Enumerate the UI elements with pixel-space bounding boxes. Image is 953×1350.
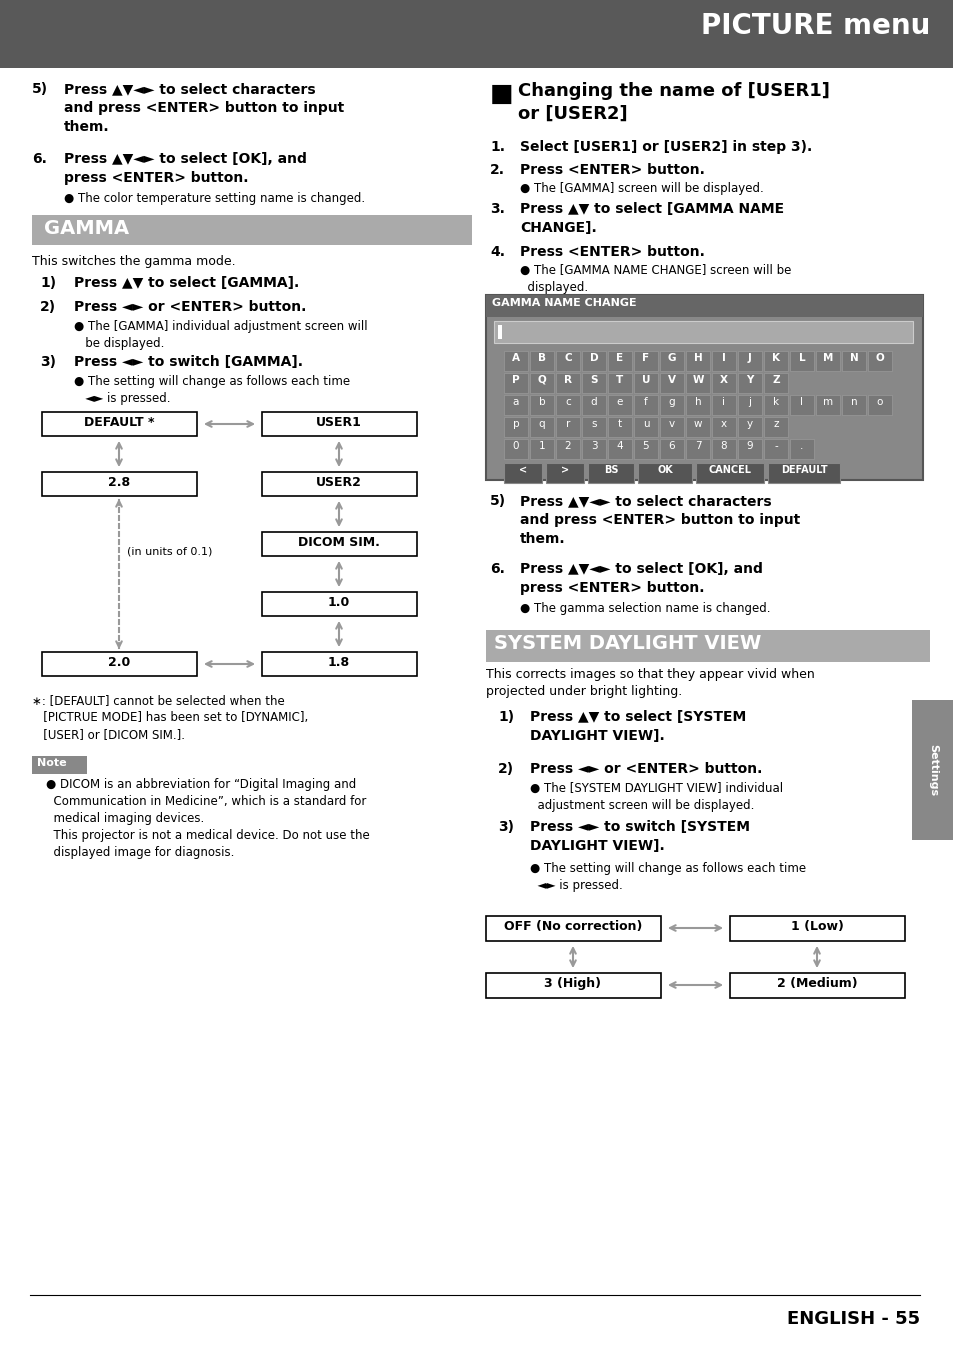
Text: .: . [800,441,802,451]
Text: 3): 3) [497,819,514,834]
Text: Press ◄► or <ENTER> button.: Press ◄► or <ENTER> button. [530,761,761,776]
Text: X: X [720,375,727,385]
Bar [634,396,658,414]
Bar [607,373,631,393]
Text: S: S [590,375,598,385]
Bar [867,396,891,414]
Text: 1): 1) [40,275,56,290]
Text: Z: Z [771,375,779,385]
Bar [763,351,787,371]
Text: 1 (Low): 1 (Low) [790,919,842,933]
Text: OFF (No correction): OFF (No correction) [503,919,641,933]
Text: r: r [565,418,570,429]
Bar [262,652,416,676]
Text: OK: OK [657,464,672,475]
Bar [634,373,658,393]
Bar [497,325,501,339]
Text: USER1: USER1 [315,416,361,429]
Text: O: O [875,352,883,363]
Bar [789,439,813,459]
Text: Changing the name of [USER1]
or [USER2]: Changing the name of [USER1] or [USER2] [517,82,829,123]
Bar [767,463,840,483]
Text: Press ▲▼ to select [GAMMA].: Press ▲▼ to select [GAMMA]. [74,275,299,290]
Bar [738,439,761,459]
Bar [42,412,196,436]
Bar [763,396,787,414]
Text: Note: Note [37,757,67,768]
Text: 2: 2 [564,441,571,451]
Text: Press ▲▼◄► to select characters
and press <ENTER> button to input
them.: Press ▲▼◄► to select characters and pres… [64,82,344,134]
Bar [607,396,631,414]
Bar [556,351,579,371]
Text: (in units of 0.1): (in units of 0.1) [127,545,213,556]
Text: Press ▲▼◄► to select characters
and press <ENTER> button to input
them.: Press ▲▼◄► to select characters and pres… [519,494,800,545]
Text: 2.0: 2.0 [108,656,130,670]
Text: 6: 6 [668,441,675,451]
Bar [485,917,660,941]
Text: Press ▲▼◄► to select [OK], and
press <ENTER> button.: Press ▲▼◄► to select [OK], and press <EN… [64,153,307,185]
Text: Press ▲▼◄► to select [OK], and
press <ENTER> button.: Press ▲▼◄► to select [OK], and press <EN… [519,562,762,595]
Bar [581,439,605,459]
Text: ● The [GAMMA NAME CHANGE] screen will be
  displayed.: ● The [GAMMA NAME CHANGE] screen will be… [519,265,791,294]
Bar [262,593,416,616]
Bar [581,417,605,437]
Text: ENGLISH - 55: ENGLISH - 55 [786,1310,919,1328]
Text: Settings: Settings [927,744,937,796]
Text: b: b [538,397,545,406]
Text: CANCEL: CANCEL [708,464,751,475]
Bar [503,417,527,437]
Text: ● The [GAMMA] screen will be displayed.: ● The [GAMMA] screen will be displayed. [519,182,763,194]
Text: W: W [692,375,703,385]
Bar [42,472,196,495]
Text: This corrects images so that they appear vivid when
projected under bright light: This corrects images so that they appear… [485,668,814,698]
Bar [503,396,527,414]
Text: n: n [850,397,857,406]
Text: ∗: [DEFAULT] cannot be selected when the
   [PICTRUE MODE] has been set to [DYNA: ∗: [DEFAULT] cannot be selected when the… [32,694,308,741]
Text: 2): 2) [497,761,514,776]
Text: DEFAULT: DEFAULT [780,464,826,475]
Bar [607,417,631,437]
Text: ● The setting will change as follows each time
  ◄► is pressed.: ● The setting will change as follows eac… [530,863,805,892]
Bar [581,351,605,371]
Bar [738,417,761,437]
Text: Press ◄► to switch [GAMMA].: Press ◄► to switch [GAMMA]. [74,355,303,369]
Bar [711,417,735,437]
Bar [659,351,683,371]
Bar [815,396,840,414]
Text: R: R [563,375,572,385]
Bar [485,973,660,998]
Text: Press <ENTER> button.: Press <ENTER> button. [519,163,704,177]
Text: s: s [591,418,597,429]
Text: V: V [667,375,676,385]
Text: B: B [537,352,545,363]
Text: GAMMA: GAMMA [44,219,129,238]
Bar [530,351,554,371]
Text: -: - [773,441,777,451]
Text: 6.: 6. [490,562,504,576]
Text: j: j [748,397,751,406]
Bar [503,373,527,393]
Bar [763,417,787,437]
Text: Press <ENTER> button.: Press <ENTER> button. [519,244,704,259]
Text: 0: 0 [512,441,518,451]
Bar [738,396,761,414]
Text: H: H [693,352,701,363]
Text: 3: 3 [590,441,597,451]
Bar [503,351,527,371]
Bar [634,417,658,437]
Text: ● The gamma selection name is changed.: ● The gamma selection name is changed. [519,602,770,616]
Text: 3.: 3. [490,202,504,216]
Bar [729,917,904,941]
Bar [685,373,709,393]
Text: l: l [800,397,802,406]
Text: DICOM SIM.: DICOM SIM. [297,536,379,549]
Text: ● DICOM is an abbreviation for “Digital Imaging and
  Communication in Medicine”: ● DICOM is an abbreviation for “Digital … [46,778,370,859]
Text: L: L [798,352,804,363]
Text: Q: Q [537,375,546,385]
Text: 2.8: 2.8 [108,477,130,489]
Bar [262,412,416,436]
Bar [711,351,735,371]
Text: v: v [668,418,675,429]
Text: 5): 5) [32,82,48,96]
Bar [634,439,658,459]
